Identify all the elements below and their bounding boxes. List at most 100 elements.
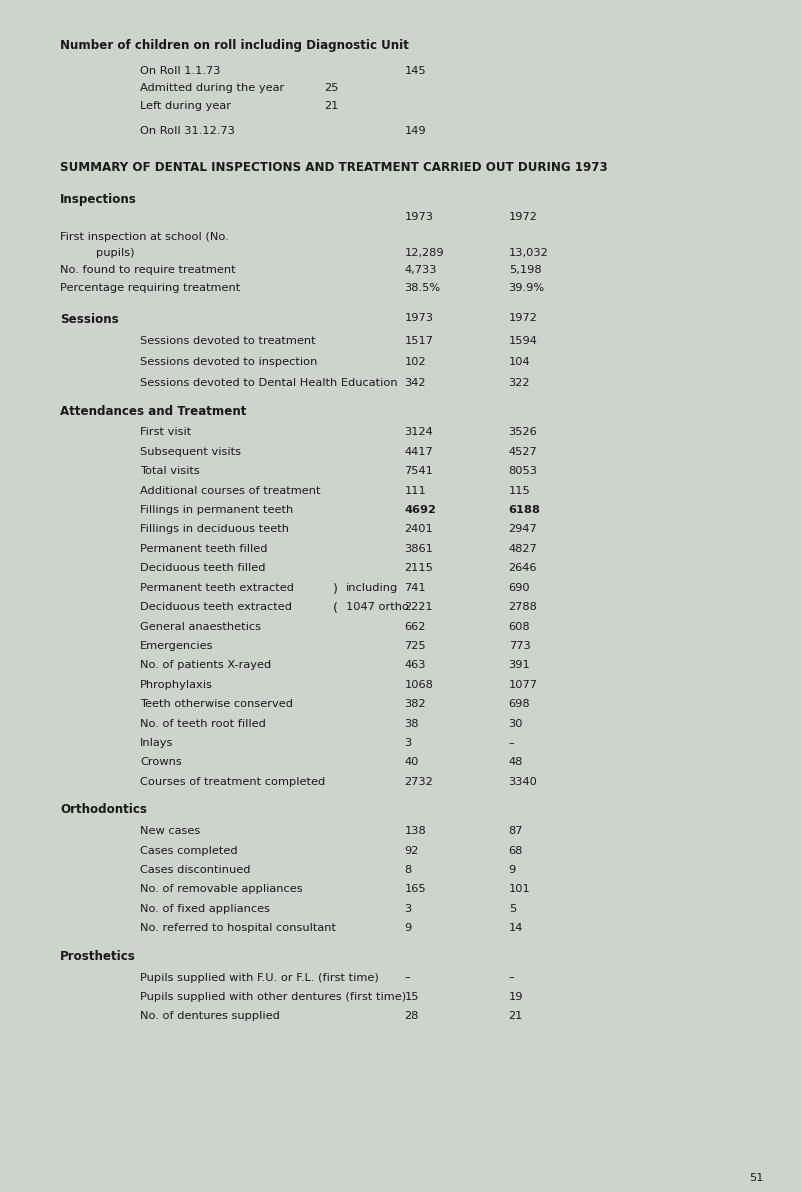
Text: 3: 3 [405,904,412,914]
Text: 3340: 3340 [509,777,537,787]
Text: No. of fixed appliances: No. of fixed appliances [140,904,270,914]
Text: Permanent teeth extracted: Permanent teeth extracted [140,583,294,592]
Text: 5: 5 [509,904,516,914]
Text: 1973: 1973 [405,212,433,222]
Text: 13,032: 13,032 [509,248,549,257]
Text: 662: 662 [405,621,426,632]
Text: Fillings in permanent teeth: Fillings in permanent teeth [140,505,293,515]
Text: 25: 25 [324,83,339,93]
Text: 40: 40 [405,757,419,768]
Text: Teeth otherwise conserved: Teeth otherwise conserved [140,700,293,709]
Text: Left during year: Left during year [140,101,231,111]
Text: ): ) [332,583,337,596]
Text: 3861: 3861 [405,544,433,554]
Text: 690: 690 [509,583,530,592]
Text: 6188: 6188 [509,505,541,515]
Text: 2788: 2788 [509,602,537,613]
Text: Number of children on roll including Diagnostic Unit: Number of children on roll including Dia… [60,39,409,52]
Text: Sessions: Sessions [60,312,119,325]
Text: Pupils supplied with other dentures (first time): Pupils supplied with other dentures (fir… [140,992,406,1002]
Text: First visit: First visit [140,428,191,437]
Text: 14: 14 [509,923,523,933]
Text: Cases completed: Cases completed [140,845,238,856]
Text: 68: 68 [509,845,523,856]
Text: Admitted during the year: Admitted during the year [140,83,284,93]
Text: Sessions devoted to inspection: Sessions devoted to inspection [140,356,317,367]
Text: including: including [346,583,398,592]
Text: Emergencies: Emergencies [140,641,214,651]
Text: 1973: 1973 [405,312,433,323]
Text: 39.9%: 39.9% [509,283,545,293]
Text: (: ( [332,602,337,615]
Text: General anaesthetics: General anaesthetics [140,621,261,632]
Text: 7541: 7541 [405,466,433,477]
Text: Courses of treatment completed: Courses of treatment completed [140,777,325,787]
Text: Sessions devoted to Dental Health Education: Sessions devoted to Dental Health Educat… [140,378,398,389]
Text: 149: 149 [405,126,426,136]
Text: 5,198: 5,198 [509,265,541,275]
Text: 741: 741 [405,583,426,592]
Text: 8: 8 [405,865,412,875]
Text: 101: 101 [509,884,530,894]
Text: 1068: 1068 [405,679,433,690]
Text: 104: 104 [509,356,530,367]
Text: Additional courses of treatment: Additional courses of treatment [140,485,320,496]
Text: 1077: 1077 [509,679,537,690]
Text: 2401: 2401 [405,524,433,534]
Text: 4827: 4827 [509,544,537,554]
Text: Inspections: Inspections [60,193,137,206]
Text: 2221: 2221 [405,602,433,613]
Text: 4417: 4417 [405,447,433,457]
Text: 1972: 1972 [509,312,537,323]
Text: Percentage requiring treatment: Percentage requiring treatment [60,283,240,293]
Text: Prosthetics: Prosthetics [60,950,136,963]
Text: –: – [405,973,410,982]
Text: 28: 28 [405,1011,419,1022]
Text: Sessions devoted to treatment: Sessions devoted to treatment [140,336,316,346]
Text: New cases: New cases [140,826,200,836]
Text: 342: 342 [405,378,426,389]
Text: 463: 463 [405,660,426,670]
Text: 2646: 2646 [509,564,537,573]
Text: 698: 698 [509,700,530,709]
Text: 322: 322 [509,378,530,389]
Text: No. of removable appliances: No. of removable appliances [140,884,303,894]
Text: 38.5%: 38.5% [405,283,441,293]
Text: On Roll 1.1.73: On Roll 1.1.73 [140,66,220,76]
Text: 1972: 1972 [509,212,537,222]
Text: –: – [509,738,514,747]
Text: –: – [509,973,514,982]
Text: 4692: 4692 [405,505,437,515]
Text: 3526: 3526 [509,428,537,437]
Text: 1047 ortho: 1047 ortho [346,602,409,613]
Text: 3124: 3124 [405,428,433,437]
Text: 111: 111 [405,485,426,496]
Text: Attendances and Treatment: Attendances and Treatment [60,404,247,417]
Text: 15: 15 [405,992,419,1002]
Text: No. found to require treatment: No. found to require treatment [60,265,235,275]
Text: No. of dentures supplied: No. of dentures supplied [140,1011,280,1022]
Text: 382: 382 [405,700,426,709]
Text: 2947: 2947 [509,524,537,534]
Text: 115: 115 [509,485,530,496]
Text: 92: 92 [405,845,419,856]
Text: 12,289: 12,289 [405,248,444,257]
Text: Inlays: Inlays [140,738,174,747]
Text: No. of teeth root filled: No. of teeth root filled [140,719,266,728]
Text: Fillings in deciduous teeth: Fillings in deciduous teeth [140,524,289,534]
Text: No. of patients X-rayed: No. of patients X-rayed [140,660,272,670]
Text: Deciduous teeth extracted: Deciduous teeth extracted [140,602,292,613]
Text: 8053: 8053 [509,466,537,477]
Text: 165: 165 [405,884,426,894]
Text: pupils): pupils) [96,248,135,257]
Text: 4527: 4527 [509,447,537,457]
Text: Phrophylaxis: Phrophylaxis [140,679,213,690]
Text: 3: 3 [405,738,412,747]
Text: 19: 19 [509,992,523,1002]
Text: 773: 773 [509,641,530,651]
Text: 145: 145 [405,66,426,76]
Text: 21: 21 [324,101,339,111]
Text: 9: 9 [509,865,516,875]
Text: 4,733: 4,733 [405,265,437,275]
Text: Orthodontics: Orthodontics [60,803,147,817]
